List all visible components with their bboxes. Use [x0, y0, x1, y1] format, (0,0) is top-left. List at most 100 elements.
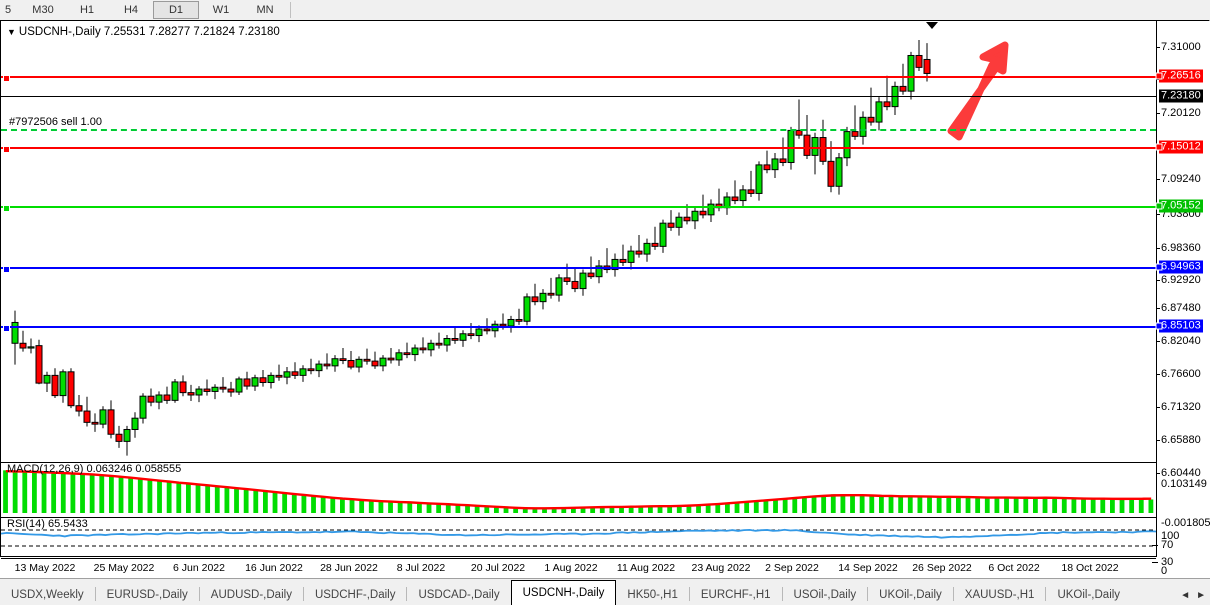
price-tick: 6.65880 [1157, 434, 1201, 446]
chart-tab-eurusd-daily[interactable]: EURUSD-,Daily [106, 588, 188, 601]
tab-prev-icon[interactable]: ◄ [1180, 590, 1191, 601]
order-line-sell[interactable] [1, 129, 1156, 131]
rsi-label: RSI(14) 65.5433 [7, 518, 88, 530]
price-tag-handle[interactable] [1155, 143, 1163, 151]
price-tick: 6.76600 [1157, 368, 1201, 380]
price-tag-handle[interactable] [1155, 263, 1163, 271]
date-label: 28 Jun 2022 [320, 562, 378, 574]
tab-separator [302, 587, 304, 601]
line-handle[interactable] [3, 266, 10, 273]
date-label: 2 Sep 2022 [765, 562, 819, 574]
price-tick: 6.82040 [1157, 335, 1201, 347]
timeframe-h1[interactable]: H1 [79, 4, 95, 16]
candlestick-series [11, 40, 931, 456]
price-tag-green: 7.05152 [1159, 199, 1203, 213]
rsi-level-100: 100 [1161, 530, 1180, 542]
collapse-triangle-icon[interactable]: ▼ [7, 27, 16, 37]
date-label: 11 Aug 2022 [616, 562, 676, 574]
timeframe-w1[interactable]: W1 [212, 4, 230, 16]
date-label: 8 Jul 2022 [396, 562, 446, 574]
price-tick: 6.60440 [1157, 467, 1201, 479]
date-label: 14 Sep 2022 [838, 562, 898, 574]
date-axis: 13 May 2022 25 May 2022 6 Jun 2022 16 Jun 2… [1, 558, 1156, 578]
support-7.05152[interactable] [1, 205, 1156, 212]
line-handle[interactable] [3, 146, 10, 153]
price-tag-blue: 6.94963 [1159, 260, 1203, 274]
current-price-7.23180[interactable] [1, 96, 1156, 97]
tab-nav: ◄ ► [1180, 590, 1210, 605]
price-tag-black: 7.23180 [1159, 89, 1203, 103]
price-tick: 6.87480 [1157, 302, 1201, 314]
price-tick: 6.98360 [1157, 242, 1201, 254]
chart-tab-usdx-weekly[interactable]: USDX,Weekly [11, 588, 84, 601]
chart-tab-usoil-daily[interactable]: USOil-,Daily [793, 588, 857, 601]
rsi-series [1, 528, 1156, 547]
price-pane[interactable]: ▼ USDCNH-,Daily 7.25531 7.28277 7.21824 7… [1, 21, 1156, 461]
price-scale[interactable]: 7.310007.255607.201207.092407.038006.983… [1151, 21, 1210, 577]
macd-pane[interactable]: MACD(12,26,9) 0.063246 0.058555 [1, 462, 1156, 517]
price-tag-handle[interactable] [1155, 202, 1163, 210]
line-handle[interactable] [3, 325, 10, 332]
date-label: 6 Oct 2022 [988, 562, 1040, 574]
tab-separator [1045, 587, 1047, 601]
line-handle[interactable] [3, 75, 10, 82]
date-label: 23 Aug 2022 [691, 562, 751, 574]
chart-tab-audusd-daily[interactable]: AUDUSD-,Daily [210, 588, 292, 601]
chart-tab-usdchf-daily[interactable]: USDCHF-,Daily [314, 588, 396, 601]
date-label: 20 Jul 2022 [470, 562, 526, 574]
timeframe-h4[interactable]: H4 [123, 4, 139, 16]
date-label: 1 Aug 2022 [544, 562, 598, 574]
price-tag-handle[interactable] [1155, 72, 1163, 80]
chart-tab-ukoil-daily[interactable]: UKOil-,Daily [1057, 588, 1121, 601]
chart-tab-eurchf-h1[interactable]: EURCHF-,H1 [700, 588, 771, 601]
level-6.85103[interactable] [1, 325, 1156, 332]
date-label: 18 Oct 2022 [1061, 562, 1119, 574]
level-6.94963[interactable] [1, 266, 1156, 273]
symbol-ohlc-text: USDCNH-,Daily 7.25531 7.28277 7.21824 7.… [18, 26, 280, 38]
timeframe-toolbar: 5 M30 H1 H4 D1 W1 MN [0, 0, 1210, 21]
rsi-pane[interactable]: RSI(14) 65.5433 [1, 517, 1156, 558]
timeframe-mn[interactable]: MN [256, 4, 274, 16]
toolbar-separator [290, 2, 291, 18]
price-tick: 6.71320 [1157, 401, 1201, 413]
macd-scale-bottom: -0.001805 [1161, 517, 1210, 529]
chart-tab-usdcnh-daily[interactable]: USDCNH-,Daily [510, 580, 617, 605]
resistance-7.26516[interactable] [1, 75, 1156, 82]
line-handle[interactable] [3, 205, 10, 212]
bullish-arrow-annotation[interactable] [1, 21, 1156, 461]
rsi-level-0: 0 [1161, 565, 1168, 577]
tab-separator [867, 587, 869, 601]
tab-separator [94, 587, 96, 601]
price-tag-blue: 6.85103 [1159, 319, 1203, 333]
price-tag-red: 7.26516 [1159, 69, 1203, 83]
price-tick: 6.92920 [1157, 274, 1201, 286]
chart-tab-ukoil-daily[interactable]: UKOil-,Daily [879, 588, 942, 601]
macd-series [3, 470, 1154, 513]
tab-separator [688, 587, 690, 601]
price-tag-red: 7.15012 [1159, 140, 1203, 154]
timeframe-5[interactable]: 5 [4, 4, 12, 16]
tab-next-icon[interactable]: ► [1196, 590, 1206, 601]
tab-separator [781, 587, 783, 601]
chart-tab-bar: USDX,Weekly EURUSD-,Daily AUDUSD-,Daily USD… [0, 578, 1210, 605]
tab-separator [198, 587, 200, 601]
tab-separator [406, 587, 408, 601]
rsi-level-70: 70 [1151, 539, 1174, 551]
date-label: 13 May 2022 [14, 562, 76, 574]
rsi-level-30: 30 [1151, 556, 1174, 568]
chart-tab-hk50-h1[interactable]: HK50-,H1 [627, 588, 678, 601]
date-label: 6 Jun 2022 [173, 562, 225, 574]
tab-separator [952, 587, 954, 601]
macd-label: MACD(12,26,9) 0.063246 0.058555 [7, 463, 182, 475]
price-tag-handle[interactable] [1155, 322, 1163, 330]
chart-tab-usdcad-daily[interactable]: USDCAD-,Daily [418, 588, 500, 601]
date-label: 26 Sep 2022 [912, 562, 972, 574]
chart-tab-xauusd-h1[interactable]: XAUUSD-,H1 [964, 588, 1035, 601]
symbol-ohlc-header: ▼ USDCNH-,Daily 7.25531 7.28277 7.21824 7… [7, 26, 280, 38]
timeframe-d1[interactable]: D1 [153, 1, 199, 19]
timeframe-m30[interactable]: M30 [32, 4, 54, 16]
chart-top-marker-icon [926, 22, 938, 29]
resistance-7.15012[interactable] [1, 146, 1156, 153]
price-tick: 7.31000 [1157, 41, 1201, 53]
price-tick: 7.09240 [1157, 173, 1201, 185]
